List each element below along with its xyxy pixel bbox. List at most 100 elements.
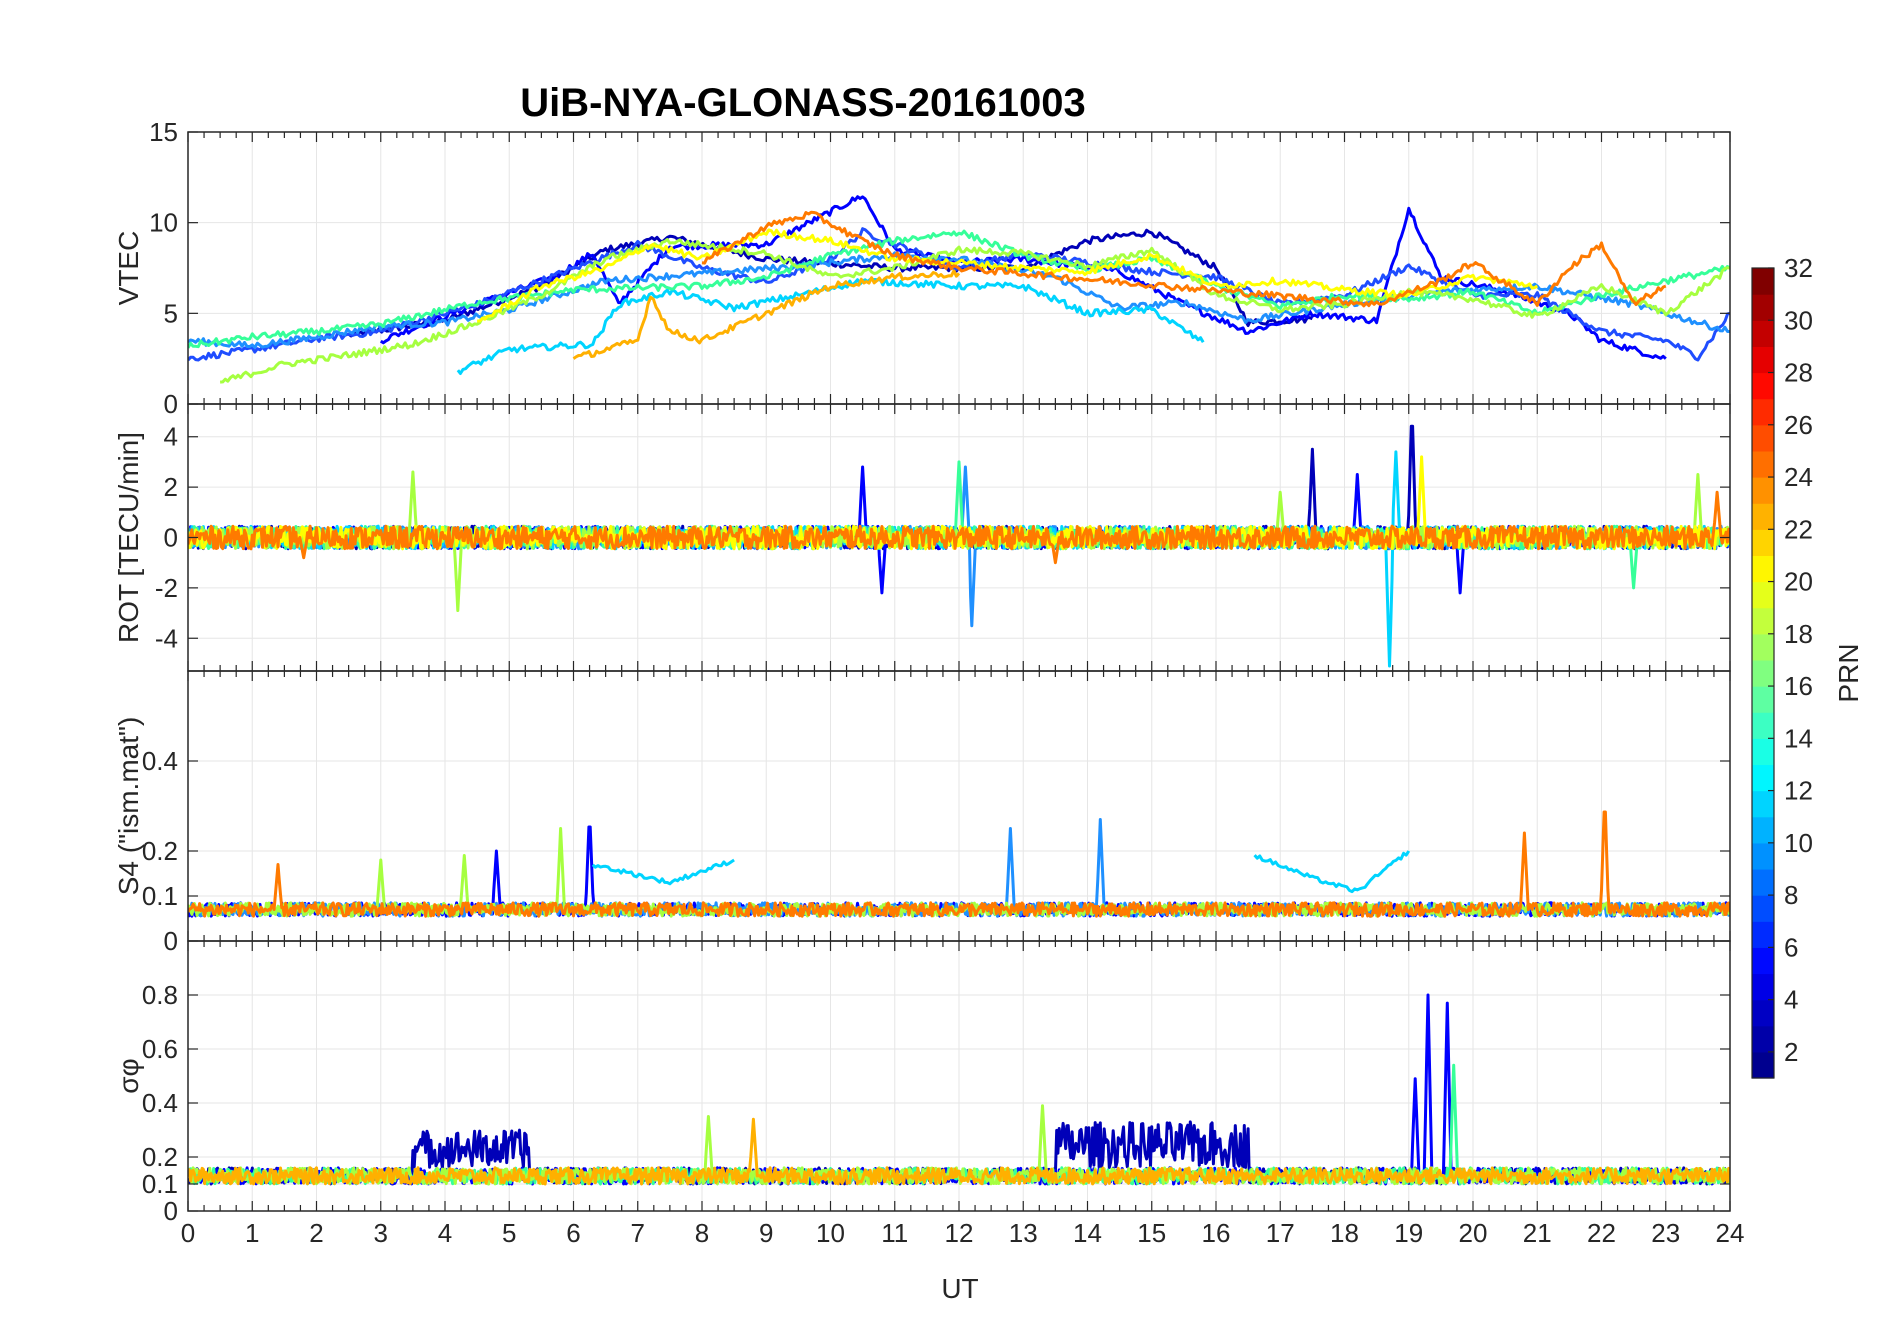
x-tick-label: 22 xyxy=(1587,1218,1616,1248)
colorbar-segment xyxy=(1752,947,1774,975)
colorbar-segment xyxy=(1752,607,1774,635)
colorbar-segment xyxy=(1752,764,1774,792)
y-tick-label: 0.1 xyxy=(142,881,178,911)
y-tick-label: 0.6 xyxy=(142,1034,178,1064)
colorbar-segment xyxy=(1752,294,1774,321)
colorbar-segment xyxy=(1752,372,1774,400)
colorbar-segment xyxy=(1752,895,1774,922)
y-axis-label: ROT [TECU/min] xyxy=(113,432,144,643)
panel-2: 0 0.1 0.2 0.4S4 ("ism.mat") xyxy=(113,670,1731,956)
y-tick-label: 0.1 xyxy=(142,1169,178,1199)
x-tick-label: 17 xyxy=(1266,1218,1295,1248)
colorbar-segment xyxy=(1752,424,1774,452)
colorbar-segment xyxy=(1752,503,1774,530)
panel-series xyxy=(188,993,1730,1186)
panel-0: 0 5 10 15 VTEC xyxy=(113,117,1731,419)
colorbar-tick-label: 4 xyxy=(1784,985,1798,1015)
series-prn-24 xyxy=(188,810,1730,918)
x-tick-label: 1 xyxy=(245,1218,259,1248)
series-prn-20 xyxy=(477,228,1539,323)
colorbar-segment xyxy=(1752,842,1774,870)
colorbar-segment xyxy=(1752,477,1774,504)
y-tick-label: 0.2 xyxy=(142,1142,178,1172)
x-tick-label: 20 xyxy=(1459,1218,1488,1248)
colorbar-segment xyxy=(1752,999,1774,1027)
colorbar-tick-label: 32 xyxy=(1784,253,1813,283)
colorbar-tick-label: 20 xyxy=(1784,567,1813,597)
y-tick-label: 0 xyxy=(164,1196,178,1226)
colorbar-segment xyxy=(1752,712,1774,739)
colorbar-tick-label: 2 xyxy=(1784,1037,1798,1067)
y-tick-label: 0 xyxy=(164,926,178,956)
colorbar-segment xyxy=(1752,320,1774,347)
colorbar-segment xyxy=(1752,1025,1774,1053)
x-tick-label: 23 xyxy=(1651,1218,1680,1248)
x-tick-label: 14 xyxy=(1073,1218,1102,1248)
chart-title: UiB-NYA-GLONASS-20161003 xyxy=(520,81,1085,125)
x-tick-label: 0 xyxy=(181,1218,195,1248)
colorbar-tick-label: 8 xyxy=(1784,880,1798,910)
y-tick-label: 0.4 xyxy=(142,1088,178,1118)
colorbar-segment xyxy=(1752,921,1774,948)
x-axis-label: UT xyxy=(941,1273,978,1304)
series-prn-12 xyxy=(591,858,735,886)
y-axis-label: σφ xyxy=(113,1058,144,1093)
y-tick-label: 5 xyxy=(164,298,178,328)
colorbar-tick-label: 12 xyxy=(1784,776,1813,806)
x-tick-label: 19 xyxy=(1394,1218,1423,1248)
x-tick-label: 10 xyxy=(816,1218,845,1248)
x-tick-label: 9 xyxy=(759,1218,773,1248)
x-tick-label: 21 xyxy=(1523,1218,1552,1248)
colorbar-frame xyxy=(1751,267,1775,1079)
colorbar-tick-label: 24 xyxy=(1784,462,1813,492)
colorbar-tick-label: 14 xyxy=(1784,723,1813,753)
x-tick-label: 2 xyxy=(309,1218,323,1248)
colorbar-segment xyxy=(1752,868,1774,896)
panel-series xyxy=(188,195,1730,384)
x-tick-label: 4 xyxy=(438,1218,452,1248)
colorbar-tick-label: 18 xyxy=(1784,619,1813,649)
colorbar-segment xyxy=(1752,529,1774,557)
x-tick-label: 11 xyxy=(881,1218,908,1248)
colorbar-segment xyxy=(1752,581,1774,609)
colorbar-segment xyxy=(1752,398,1774,426)
y-tick-label: 2 xyxy=(164,472,178,502)
series-prn-22 xyxy=(572,269,961,360)
x-tick-label: 8 xyxy=(695,1218,709,1248)
x-tick-label: 6 xyxy=(566,1218,580,1248)
y-tick-label: 0.2 xyxy=(142,836,178,866)
colorbar-tick-label: 22 xyxy=(1784,514,1813,544)
colorbar-label: PRN xyxy=(1833,643,1864,702)
series-prn-17 xyxy=(219,238,1730,384)
colorbar-segment xyxy=(1752,973,1774,1001)
x-tick-labels: 0 1 2 3 4 5 6 7 8 9 10 11 12 13 14 15 16 17 18 19 20 21 22 23 24 xyxy=(181,1218,1745,1248)
colorbar-segment xyxy=(1752,816,1774,844)
x-tick-label: 24 xyxy=(1716,1218,1745,1248)
colorbar-tick-label: 6 xyxy=(1784,932,1798,962)
y-tick-label: 15 xyxy=(149,117,178,147)
x-tick-label: 7 xyxy=(631,1218,645,1248)
colorbar-tick-label: 10 xyxy=(1784,828,1813,858)
series-prn-24 xyxy=(701,210,1667,308)
x-tick-label: 3 xyxy=(374,1218,388,1248)
y-tick-label: 4 xyxy=(164,422,178,452)
y-tick-label: -2 xyxy=(155,573,178,603)
panel-3: 00.10.2 0.4 0.6 0.8 σφ xyxy=(113,940,1731,1226)
colorbar-segment xyxy=(1752,450,1774,478)
panel-series xyxy=(188,810,1730,918)
colorbar-segment xyxy=(1752,790,1774,818)
x-tick-label: 12 xyxy=(945,1218,974,1248)
x-tick-label: 13 xyxy=(1009,1218,1038,1248)
panel-series xyxy=(188,424,1730,668)
series-prn-15 xyxy=(188,229,1730,349)
x-tick-label: 5 xyxy=(502,1218,516,1248)
y-tick-label: 0.4 xyxy=(142,746,178,776)
colorbar-segment xyxy=(1752,1051,1774,1079)
series-prn-12 xyxy=(1253,850,1411,894)
y-axis-label: VTEC xyxy=(113,231,144,306)
y-tick-label: 0.8 xyxy=(142,980,178,1010)
x-tick-label: 16 xyxy=(1202,1218,1231,1248)
